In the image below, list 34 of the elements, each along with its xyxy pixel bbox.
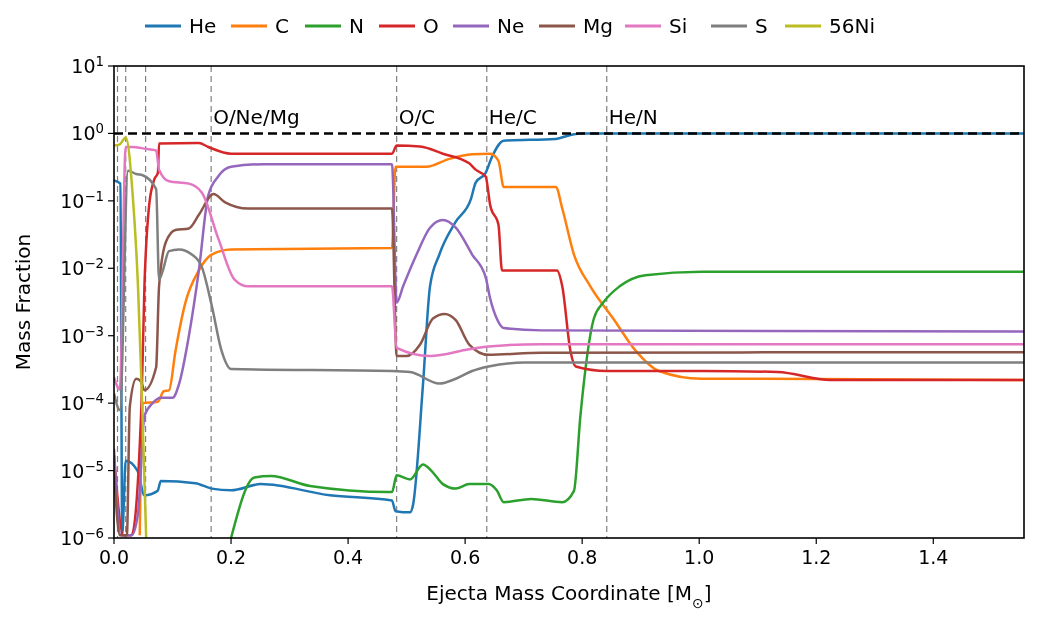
x-tick-label: 1.2 [801, 546, 832, 568]
ref-line-label: O/Ne/Mg [213, 105, 300, 129]
legend-label: O [423, 14, 439, 38]
y-tick-label: 10$^{−6}$ [60, 525, 104, 549]
y-tick-label: 10$^{−2}$ [60, 255, 104, 280]
y-tick-label: 10$^{−1}$ [60, 188, 104, 212]
x-tick-label: 0.2 [215, 546, 247, 568]
y-axis-title: Mass Fraction [11, 233, 35, 371]
ref-line-label: He/N [608, 105, 658, 129]
x-tick-label: 0.8 [567, 546, 598, 568]
legend-label: Ne [497, 14, 525, 38]
x-axis-title: Ejecta Mass Coordinate [M$_{⊙}$] [426, 581, 712, 611]
y-tick-label: 10$^{−5}$ [60, 458, 104, 482]
y-tick-label: 10$^{0}$ [71, 120, 104, 145]
y-tick-label: 10$^{−4}$ [60, 390, 104, 415]
y-tick-label: 10$^{1}$ [71, 53, 104, 77]
legend-label: Mg [583, 14, 613, 38]
legend-label: N [349, 14, 364, 38]
legend-label: S [755, 14, 768, 38]
legend-label: C [275, 14, 289, 38]
x-tick-label: 1.0 [684, 546, 715, 568]
x-tick-label: 0.4 [332, 546, 364, 568]
legend-label: He [189, 14, 217, 38]
y-tick-label: 10$^{−3}$ [60, 323, 104, 347]
line-series [114, 136, 148, 538]
ref-line-label: He/C [488, 105, 537, 129]
line-series [229, 270, 1024, 538]
x-tick-label: 0.0 [98, 546, 130, 568]
x-tick-label: 0.6 [450, 546, 481, 568]
line-series [114, 145, 1024, 391]
ref-line-label: O/C [398, 105, 436, 129]
legend-label: 56Ni [829, 14, 875, 38]
x-tick-label: 1.4 [918, 546, 949, 568]
legend-label: Si [669, 14, 688, 38]
